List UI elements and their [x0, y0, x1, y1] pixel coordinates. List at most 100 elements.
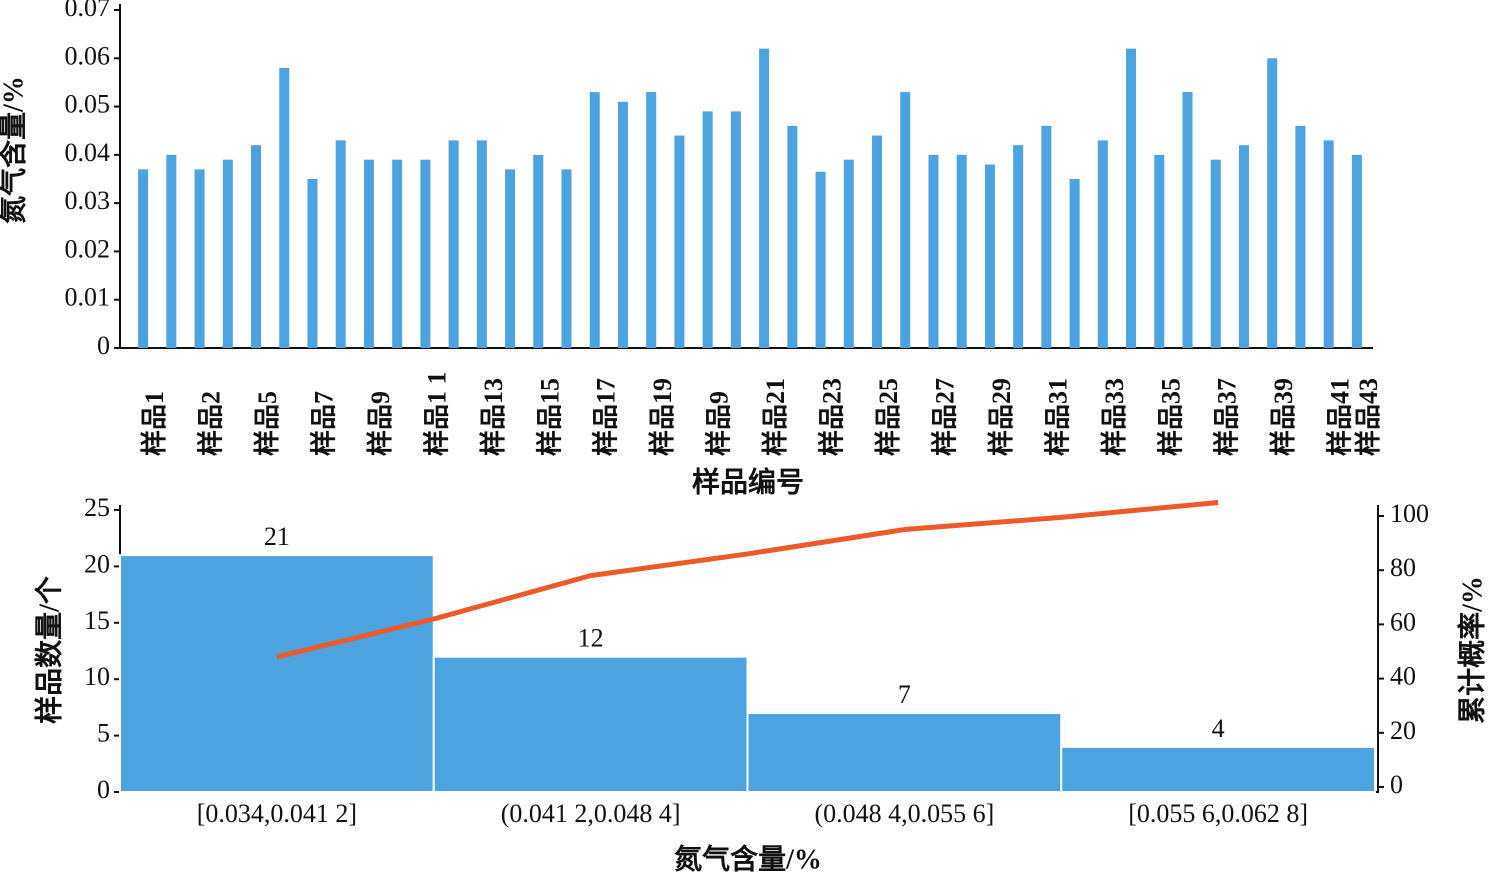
y-tick-label: 0.01	[65, 283, 111, 312]
y-tick-label: 15	[84, 606, 110, 635]
bar	[1126, 48, 1137, 348]
x-tick-label: 样品15	[534, 378, 564, 456]
bar	[589, 92, 600, 348]
bar	[646, 92, 657, 348]
x-tick-label: [0.055 6,0.062 8]	[1128, 799, 1308, 828]
data-label: 21	[264, 522, 290, 551]
bar	[1238, 145, 1249, 348]
y2-tick-label: 0	[1390, 770, 1403, 799]
x-tick-label: (0.041 2,0.048 4]	[501, 799, 681, 828]
bar	[1210, 159, 1221, 348]
bar	[1323, 140, 1334, 348]
bar	[533, 154, 544, 348]
data-label: 7	[898, 680, 911, 709]
bar	[505, 169, 516, 348]
bar	[928, 154, 939, 348]
x-tick-label: 样品37	[1212, 378, 1242, 456]
data-label: 12	[578, 624, 604, 653]
x-tick-label: 样品17	[591, 378, 621, 456]
x-tick-label: 样品25	[873, 378, 903, 456]
bar	[746, 712, 1063, 793]
bar	[392, 159, 403, 348]
x-tick-label: 样品9	[365, 391, 395, 456]
bar	[1295, 125, 1306, 348]
x-tick-label: 样品13	[478, 378, 508, 456]
x-tick-label: 样品19	[647, 378, 677, 456]
bar	[900, 92, 911, 348]
y2-tick-label: 60	[1390, 607, 1416, 636]
y-tick-label: 0	[97, 775, 110, 804]
bar	[307, 179, 318, 348]
bar	[787, 125, 798, 348]
bar	[1182, 92, 1193, 348]
bar	[730, 111, 741, 349]
bar	[251, 145, 262, 348]
x-axis-title: 样品编号	[692, 465, 804, 498]
bar	[872, 135, 883, 348]
bar	[1154, 154, 1165, 348]
bar	[1069, 179, 1080, 348]
x-tick-label: 样品27	[929, 378, 959, 456]
x-tick-label: 样品21	[760, 378, 790, 456]
y-tick-label: 0.06	[65, 41, 111, 70]
y-tick-label: 0.05	[65, 90, 111, 119]
x-tick-label: 样品2	[196, 391, 226, 456]
y2-axis-title: 累计概率/%	[1455, 576, 1488, 724]
x-tick-label: 样品39	[1268, 378, 1298, 456]
bar	[674, 135, 685, 348]
x-tick-label: 样品43	[1353, 378, 1383, 456]
y-axis-title: 氮气含量/%	[0, 76, 29, 224]
bar	[420, 159, 431, 348]
y-tick-label: 25	[84, 493, 110, 522]
bar	[956, 154, 967, 348]
bar	[984, 164, 995, 348]
bar	[119, 554, 435, 793]
bar	[617, 101, 628, 348]
bar	[279, 67, 290, 348]
x-tick-label: 样品31	[1042, 378, 1072, 456]
bar	[335, 140, 346, 348]
y2-tick-label: 40	[1390, 662, 1416, 691]
x-tick-label: [0.034,0.041 2]	[197, 799, 357, 828]
x-tick-label: 样品41	[1325, 378, 1355, 456]
bar	[1060, 745, 1376, 794]
y-tick-label: 0.02	[65, 234, 111, 263]
bar	[194, 169, 205, 348]
x-tick-label: 样品23	[817, 378, 847, 456]
cumulative-line	[276, 499, 1219, 660]
y2-tick-label: 80	[1390, 553, 1416, 582]
bar	[363, 159, 374, 348]
bar	[1013, 145, 1024, 348]
bar	[702, 111, 713, 349]
y-tick-label: 20	[84, 549, 110, 578]
bar	[138, 169, 149, 348]
bar	[476, 140, 487, 348]
bar	[561, 169, 572, 348]
bar	[432, 655, 749, 794]
y2-tick-label: 100	[1390, 499, 1429, 528]
x-tick-label: 样品5	[252, 391, 282, 456]
bar	[1041, 125, 1052, 348]
x-tick-label: 样品35	[1155, 378, 1185, 456]
y-tick-label: 5	[97, 719, 110, 748]
y2-tick-label: 20	[1390, 716, 1416, 745]
y-tick-label: 10	[84, 662, 110, 691]
x-tick-label: (0.048 4,0.055 6]	[814, 799, 994, 828]
x-tick-label: 样品7	[308, 391, 338, 456]
x-tick-label: 样品9	[704, 391, 734, 456]
x-tick-label: 样品33	[1099, 378, 1129, 456]
x-tick-label: 样品1	[139, 391, 169, 456]
data-label: 4	[1212, 714, 1225, 743]
y-tick-label: 0	[97, 331, 110, 360]
bar	[448, 140, 459, 348]
bar	[222, 159, 233, 348]
y-tick-label: 0.07	[65, 0, 111, 22]
bar	[1097, 140, 1108, 348]
bar	[815, 171, 826, 348]
x-tick-label: 样品29	[986, 378, 1016, 456]
x-axis-title: 氮气含量/%	[674, 842, 822, 875]
bar	[1351, 154, 1362, 348]
y-tick-label: 0.04	[65, 138, 111, 167]
bar	[166, 154, 177, 348]
